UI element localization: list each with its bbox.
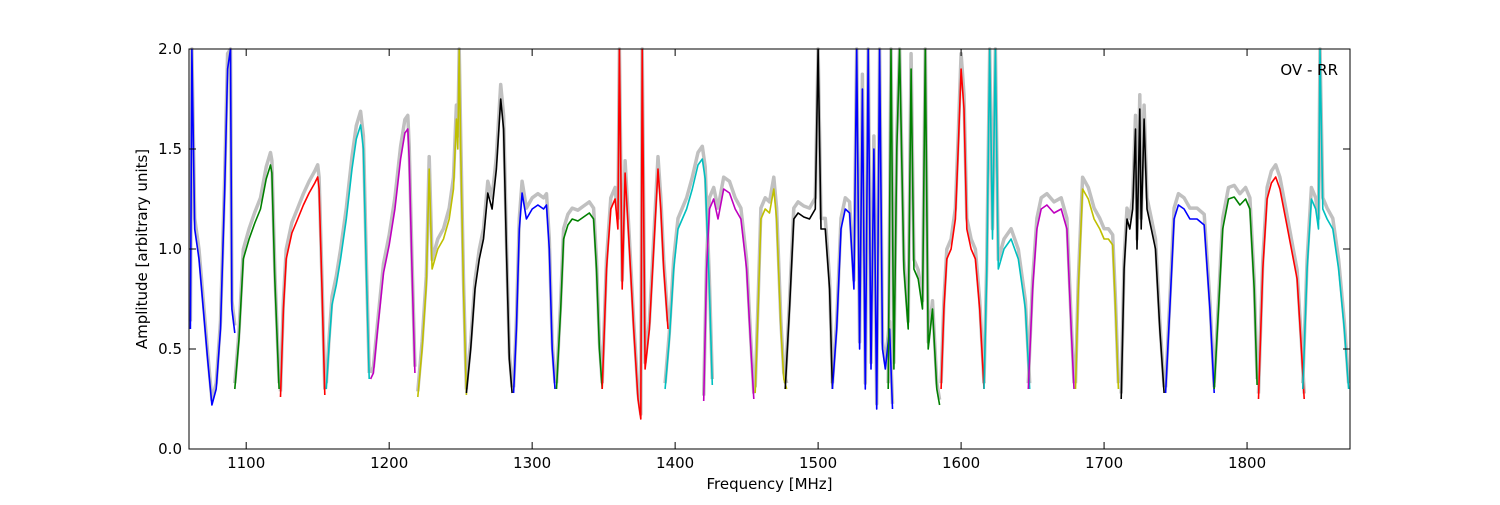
y-tick-label: 2.0 [158,40,182,58]
series-line-5 [369,128,416,380]
y-axis-ticks: 0.0 0.5 1.0 1.5 2.0 [158,40,1350,458]
y-tick-label: 0.5 [158,340,182,358]
y-axis-label: Amplitude [arbitrary units] [133,149,151,349]
series-line-24 [1257,176,1305,400]
series-line-18 [983,48,1031,390]
series-line-8 [512,192,556,394]
x-tick-label: 1200 [370,454,408,472]
reference-trace-21 [1119,93,1166,394]
series-line-3 [279,176,326,398]
series-layer [189,48,1350,420]
series-line-25 [1302,48,1350,390]
x-tick-label: 1500 [799,454,837,472]
series-line-7 [465,98,513,394]
y-tick-label: 1.5 [158,140,182,158]
series-line-13 [754,188,788,394]
x-tick-label: 1100 [227,454,265,472]
x-axis-ticks: 1100 1200 1300 1400 1500 1600 1700 1800 [227,49,1266,472]
series-line-1 [189,48,236,406]
x-tick-label: 1600 [942,454,980,472]
x-tick-label: 1400 [656,454,694,472]
series-line-20 [1074,188,1120,390]
series-line-12 [702,188,755,402]
series-line-6 [417,48,468,398]
series-line-10 [601,48,669,420]
x-axis-label: Frequency [MHz] [706,475,832,493]
x-tick-label: 1800 [1228,454,1266,472]
series-line-16 [887,48,941,406]
y-tick-label: 0.0 [158,440,182,458]
series-line-9 [555,212,603,390]
x-tick-label: 1300 [513,454,551,472]
series-line-4 [325,124,370,390]
series-line-22 [1164,204,1215,394]
series-line-21 [1120,108,1165,400]
series-line-14 [784,48,834,390]
series-line-15 [831,48,894,410]
y-tick-label: 1.0 [158,240,182,258]
series-line-11 [664,158,714,390]
plot-background [189,49,1350,449]
series-line-17 [940,68,985,390]
series-line-2 [234,164,280,390]
x-tick-label: 1700 [1085,454,1123,472]
series-line-23 [1213,196,1258,390]
panel-annotation: OV - RR [1280,61,1338,79]
series-line-19 [1027,204,1075,390]
